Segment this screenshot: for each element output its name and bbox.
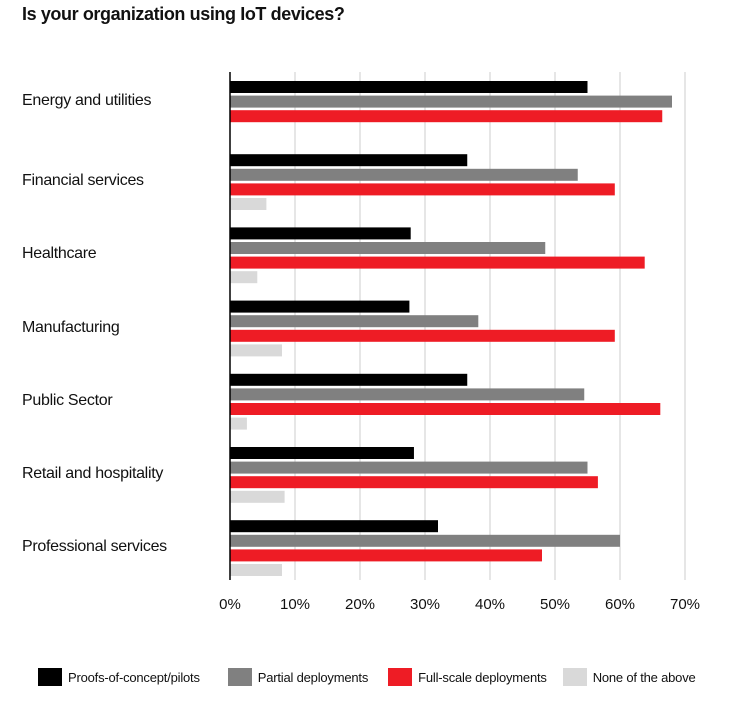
bar-energy-and-utilities-proofs-of-concept-pilots	[230, 81, 588, 93]
bar-financial-services-proofs-of-concept-pilots	[230, 154, 468, 167]
bar-retail-and-hospitality-none-of-the-above	[230, 490, 285, 503]
legend-item-proofs-of-concept-pilots: Proofs-of-concept/pilots	[38, 668, 200, 686]
legend-swatch	[38, 668, 62, 686]
x-tick-label: 10%	[280, 596, 310, 613]
category-label-public-sector: Public Sector	[22, 391, 113, 409]
bar-public-sector-partial-deployments	[230, 388, 585, 401]
legend-item-partial-deployments: Partial deployments	[227, 668, 369, 686]
category-label-retail-and-hospitality: Retail and hospitality	[22, 464, 164, 482]
legend-label: Proofs-of-concept/pilots	[68, 669, 200, 685]
bar-healthcare-full-scale-deployments	[230, 256, 645, 269]
bar-retail-and-hospitality-full-scale-deployments	[230, 476, 598, 489]
bar-retail-and-hospitality-proofs-of-concept-pilots	[230, 447, 414, 459]
bar-manufacturing-none-of-the-above	[230, 344, 282, 357]
category-label-energy-and-utilities: Energy and utilities	[22, 91, 152, 109]
bar-energy-and-utilities-full-scale-deployments	[230, 110, 663, 123]
bar-financial-services-full-scale-deployments	[230, 183, 615, 196]
bar-professional-services-partial-deployments	[230, 534, 620, 547]
legend-swatch	[227, 668, 252, 686]
x-tick-label: 70%	[670, 596, 700, 613]
category-label-manufacturing: Manufacturing	[22, 318, 120, 336]
bar-financial-services-none-of-the-above	[230, 198, 267, 210]
legend-label: None of the above	[592, 669, 696, 685]
bar-professional-services-full-scale-deployments	[230, 549, 542, 562]
bar-healthcare-none-of-the-above	[230, 271, 258, 284]
bar-healthcare-proofs-of-concept-pilots	[230, 227, 411, 240]
chart-legend: Proofs-of-concept/pilots Partial deployme…	[38, 667, 696, 687]
legend-label: Partial deployments	[257, 669, 369, 685]
x-tick-label: 40%	[475, 596, 505, 613]
bar-public-sector-proofs-of-concept-pilots	[230, 373, 468, 386]
legend-item-full-scale-deployments: Full-scale deployments	[388, 668, 547, 686]
legend-swatch	[562, 668, 587, 686]
bar-manufacturing-partial-deployments	[230, 315, 479, 328]
category-label-professional-services: Professional services	[22, 538, 167, 556]
x-tick-label: 30%	[410, 596, 440, 613]
bar-professional-services-proofs-of-concept-pilots	[230, 520, 438, 533]
bar-public-sector-full-scale-deployments	[230, 403, 661, 415]
bar-manufacturing-proofs-of-concept-pilots	[230, 300, 410, 313]
category-label-financial-services: Financial services	[22, 172, 144, 190]
legend-item-none-of-the-above: None of the above	[562, 668, 696, 686]
legend-swatch	[388, 668, 413, 686]
chart-title: Is your organization using IoT devices?	[22, 4, 345, 24]
x-tick-label: 60%	[605, 596, 635, 613]
bar-healthcare-partial-deployments	[230, 242, 546, 254]
bar-professional-services-none-of-the-above	[230, 564, 282, 576]
x-tick-label: 20%	[345, 596, 375, 613]
bar-public-sector-none-of-the-above	[230, 417, 247, 430]
bar-manufacturing-full-scale-deployments	[230, 329, 615, 342]
category-label-healthcare: Healthcare	[22, 245, 97, 263]
bar-financial-services-partial-deployments	[230, 168, 578, 181]
legend-label: Full-scale deployments	[418, 669, 547, 685]
bar-energy-and-utilities-partial-deployments	[230, 95, 672, 108]
x-tick-label: 0%	[219, 596, 241, 613]
x-tick-label: 50%	[540, 596, 570, 613]
bar-retail-and-hospitality-partial-deployments	[230, 461, 588, 474]
